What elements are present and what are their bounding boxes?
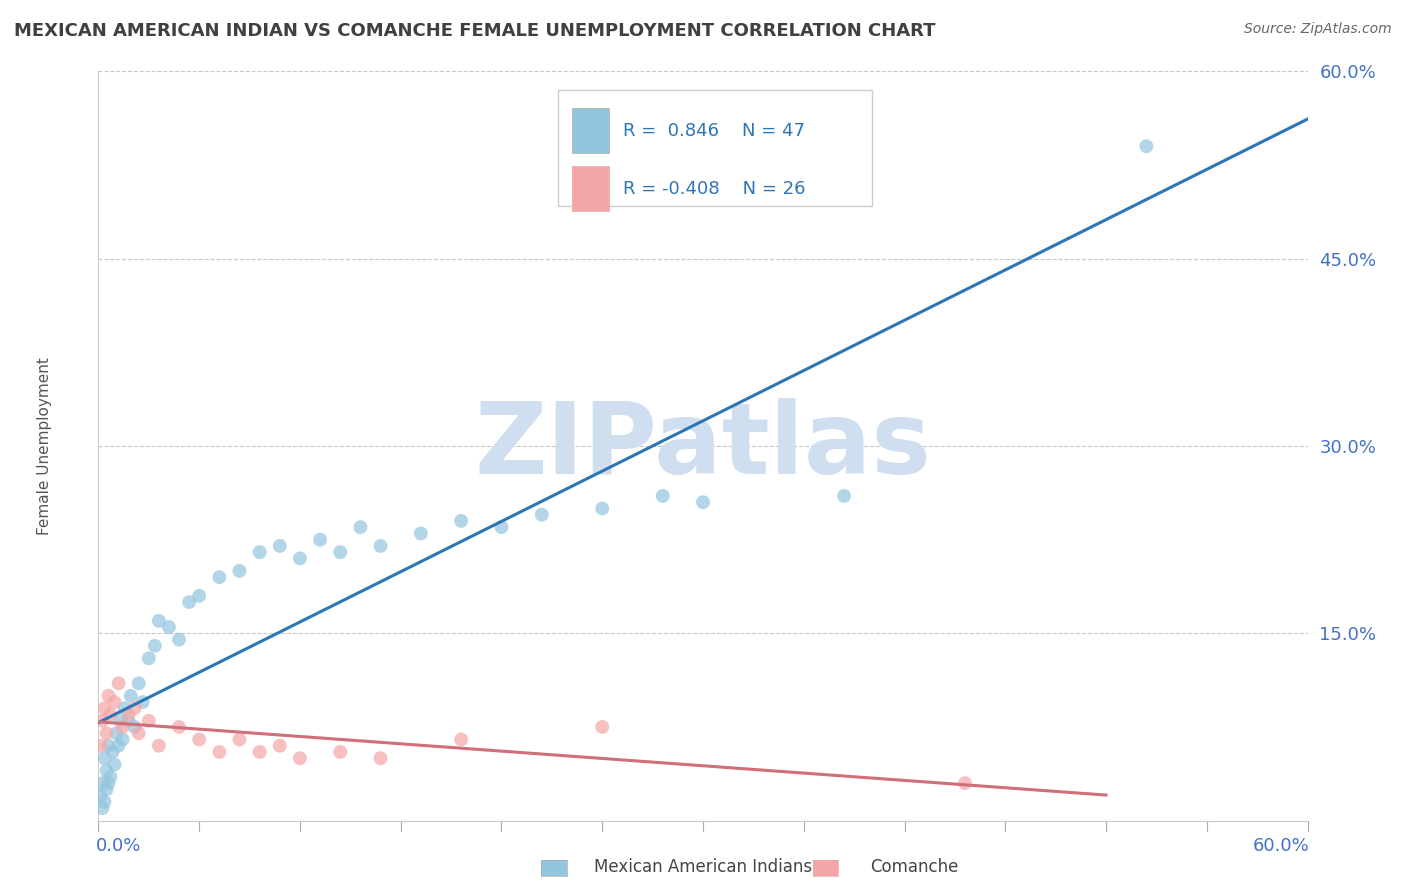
Point [491, 520, 513, 534]
Point [143, 639, 166, 653]
Point [107, 739, 129, 753]
Point [132, 695, 155, 709]
Point [329, 745, 352, 759]
Point [89, 739, 111, 753]
Point [1135, 139, 1157, 153]
Point [91, 714, 114, 728]
Point [96, 726, 118, 740]
Point [329, 545, 352, 559]
Point [167, 720, 190, 734]
Point [91, 776, 114, 790]
Point [103, 695, 125, 709]
Text: R = -0.408    N = 26: R = -0.408 N = 26 [623, 180, 806, 198]
Point [288, 551, 311, 566]
FancyBboxPatch shape [558, 90, 872, 206]
Point [96, 782, 118, 797]
Bar [572, 166, 609, 211]
Point [107, 676, 129, 690]
Point [100, 770, 122, 784]
Point [450, 732, 472, 747]
Point [370, 751, 392, 765]
Point [93, 751, 115, 765]
Point [591, 501, 613, 516]
Text: MEXICAN AMERICAN INDIAN VS COMANCHE FEMALE UNEMPLOYMENT CORRELATION CHART: MEXICAN AMERICAN INDIAN VS COMANCHE FEMA… [14, 22, 935, 40]
Point [118, 707, 141, 722]
Point [591, 720, 613, 734]
Point [409, 526, 432, 541]
Text: 0.0%: 0.0% [96, 837, 142, 855]
Point [103, 757, 125, 772]
Point [228, 732, 250, 747]
Point [93, 701, 115, 715]
Point [124, 720, 146, 734]
Point [148, 739, 170, 753]
Text: Mexican American Indians: Mexican American Indians [593, 858, 813, 876]
Point [269, 739, 291, 753]
Text: Female Unemployment: Female Unemployment [37, 357, 52, 535]
Point [651, 489, 673, 503]
Point [167, 632, 190, 647]
Point [228, 564, 250, 578]
Point [269, 539, 291, 553]
Point [105, 726, 128, 740]
Point [450, 514, 472, 528]
Point [309, 533, 332, 547]
Point [101, 745, 124, 759]
Point [128, 726, 150, 740]
Point [100, 707, 122, 722]
Point [89, 789, 111, 803]
Point [118, 714, 141, 728]
Point [111, 720, 134, 734]
Point [288, 751, 311, 765]
Point [832, 489, 855, 503]
Point [188, 589, 211, 603]
Point [692, 495, 714, 509]
Point [96, 764, 118, 778]
Point [120, 689, 142, 703]
Point [249, 545, 271, 559]
Point [128, 676, 150, 690]
Point [157, 620, 180, 634]
Text: Source: ZipAtlas.com: Source: ZipAtlas.com [1244, 22, 1392, 37]
Point [138, 714, 160, 728]
Point [179, 595, 201, 609]
Point [188, 732, 211, 747]
Point [97, 689, 120, 703]
Point [110, 714, 132, 728]
Point [953, 776, 976, 790]
Point [148, 614, 170, 628]
Text: 60.0%: 60.0% [1253, 837, 1310, 855]
Point [124, 701, 146, 715]
Text: ZIPatlas: ZIPatlas [475, 398, 931, 494]
Point [138, 651, 160, 665]
Point [97, 776, 120, 790]
Point [114, 701, 136, 715]
Point [91, 801, 114, 815]
Text: R =  0.846    N = 47: R = 0.846 N = 47 [623, 121, 806, 140]
Point [111, 732, 134, 747]
Bar [572, 108, 609, 153]
Point [93, 795, 115, 809]
Point [249, 745, 271, 759]
Point [370, 539, 392, 553]
Point [97, 739, 120, 753]
Point [530, 508, 553, 522]
Text: Comanche: Comanche [870, 858, 957, 876]
Point [208, 745, 231, 759]
Point [349, 520, 371, 534]
Point [208, 570, 231, 584]
